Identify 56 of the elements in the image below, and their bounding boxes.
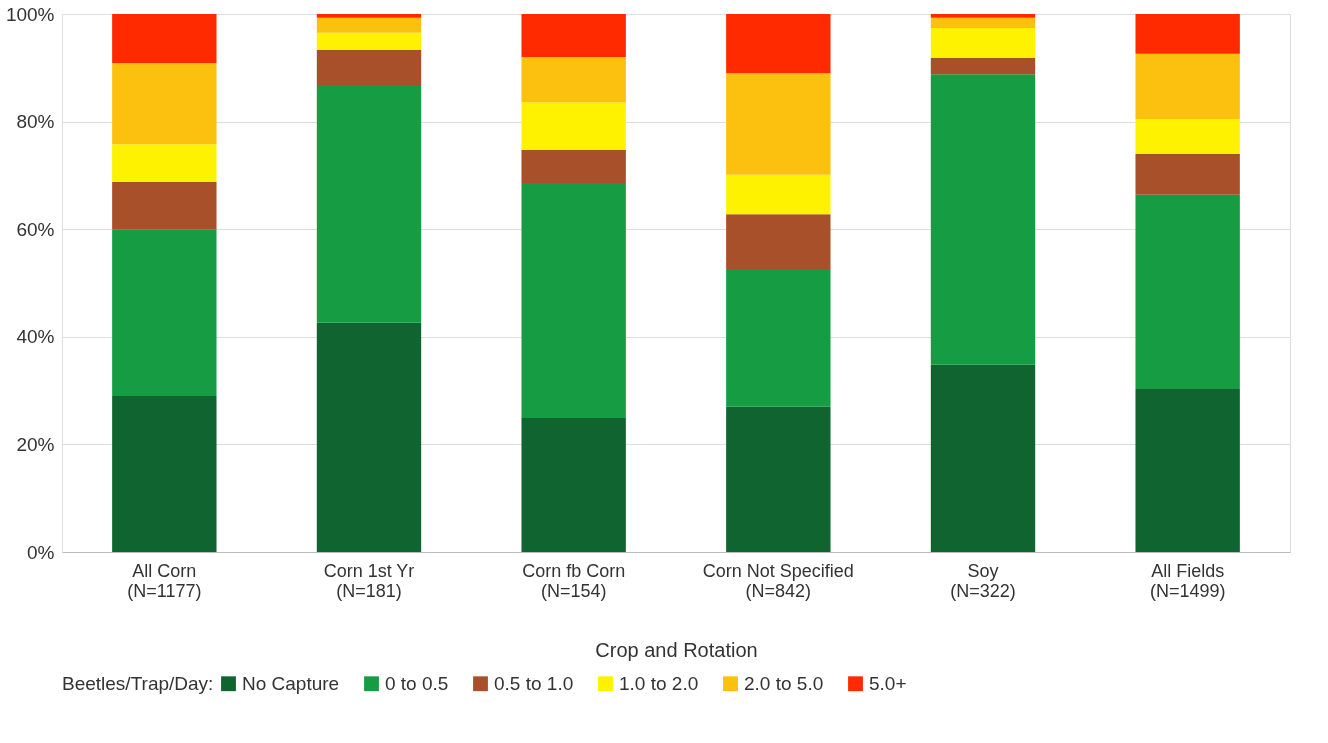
bar (1135, 14, 1240, 54)
bar (521, 102, 626, 151)
bar (930, 74, 1036, 365)
legend-label: No Capture (242, 672, 340, 694)
bar (726, 214, 831, 270)
bar (521, 182, 626, 419)
x-tick-label: All Corn (N=1177) (127, 560, 202, 601)
x-tick-label: Corn 1st Yr (N=181) (323, 560, 415, 601)
bar (521, 150, 626, 183)
x-tick-label: Soy (N=322) (950, 560, 1016, 601)
bar (930, 17, 1036, 28)
bar (316, 322, 422, 552)
y-tick-label: 20% (16, 433, 55, 455)
bar (726, 406, 831, 552)
bar (316, 85, 422, 323)
bar (1135, 388, 1240, 552)
bar (316, 50, 422, 86)
bar (1135, 194, 1240, 389)
y-tick-label: 40% (16, 326, 55, 348)
bar (726, 174, 831, 215)
legend-label: 5.0+ (869, 672, 907, 694)
bar (112, 181, 217, 230)
bar (316, 32, 422, 51)
x-tick-label: All Fields (N=1499) (1149, 560, 1226, 601)
y-tick-label: 60% (16, 218, 55, 240)
bar (726, 269, 831, 407)
bar (521, 418, 626, 552)
x-tick-label: Corn fb Corn (N=154) (522, 560, 626, 601)
bar (1135, 53, 1240, 119)
y-tick-label: 100% (5, 3, 55, 25)
bar (930, 364, 1036, 552)
legend-title: Beetles/Trap/Day: (62, 673, 214, 694)
x-axis-title: Crop and Rotation (595, 638, 758, 661)
x-tick-label: Corn Not Specified (N=842) (702, 560, 854, 601)
bar (112, 229, 217, 396)
bar (930, 58, 1036, 75)
bar (316, 17, 422, 33)
y-tick-label: 80% (16, 111, 55, 133)
bar (1135, 118, 1240, 154)
y-tick-label: 0% (27, 541, 55, 563)
bar (726, 14, 831, 74)
bar (521, 57, 626, 103)
bar (112, 62, 217, 145)
legend-label: 0 to 0.5 (385, 672, 449, 694)
bar (112, 144, 217, 182)
bar (930, 14, 1036, 18)
bar (521, 14, 626, 58)
legend-label: 2.0 to 5.0 (744, 672, 824, 694)
bar (316, 14, 422, 18)
legend-label: 0.5 to 1.0 (494, 672, 574, 694)
bar (930, 27, 1036, 59)
bar (726, 73, 831, 175)
bar (1135, 153, 1240, 195)
bar (112, 14, 217, 63)
legend-label: 1.0 to 2.0 (619, 672, 699, 694)
bar (112, 395, 217, 552)
